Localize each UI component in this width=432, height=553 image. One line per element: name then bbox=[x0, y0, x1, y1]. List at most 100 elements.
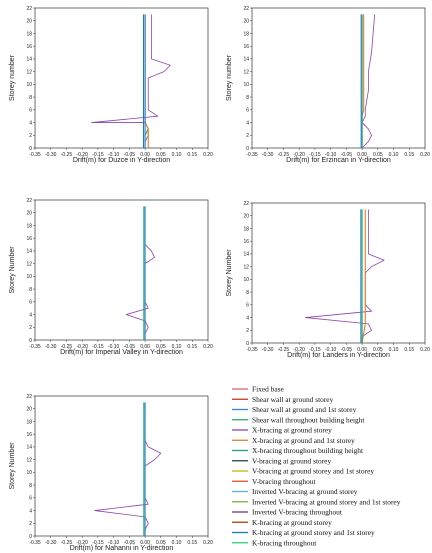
y-tick-label: 0 bbox=[246, 146, 249, 152]
x-tick-label: 0.00 bbox=[357, 347, 367, 353]
x-tick-label: -0.25 bbox=[61, 540, 73, 546]
x-tick-label: 0.00 bbox=[357, 152, 367, 158]
y-tick-label: 14 bbox=[243, 57, 249, 63]
y-tick-label: 2 bbox=[246, 133, 249, 139]
x-axis-title: Drift(m) for Imperial Valley in Y-direct… bbox=[60, 349, 183, 356]
y-tick-label: 12 bbox=[26, 261, 32, 267]
series-line-1 bbox=[361, 14, 376, 149]
y-tick-label: 10 bbox=[26, 82, 32, 88]
plot-frame bbox=[251, 202, 426, 344]
y-tick-label: 2 bbox=[29, 133, 32, 139]
legend-label: Fixed base bbox=[252, 385, 285, 394]
chart-3: -0.35 -0.30 -0.25 -0.20 -0.15 -0.10 -0.05 0.00 0… bbox=[9, 198, 213, 356]
x-tick-label: -0.25 bbox=[278, 347, 290, 353]
legend-label: K-bracing throughout bbox=[252, 538, 317, 547]
x-tick-label: -0.05 bbox=[341, 152, 353, 158]
x-tick-label: 0.10 bbox=[389, 347, 399, 353]
plot-frame bbox=[251, 7, 426, 149]
chart-2: -0.35 -0.30 -0.25 -0.20 -0.15 -0.10 -0.05 0.00 0… bbox=[226, 6, 430, 164]
y-tick-label: 12 bbox=[26, 457, 32, 463]
y-tick-label: 10 bbox=[26, 274, 32, 280]
legend-label: X-bracing throughout building height bbox=[252, 446, 364, 455]
x-axis-title: Drift(m) for Duzce in Y-direction bbox=[73, 157, 170, 164]
legend-label: K-bracing at ground storey and 1st store… bbox=[252, 528, 375, 537]
y-axis-title: Storey Number bbox=[226, 249, 233, 297]
x-tick-label: 0.10 bbox=[172, 152, 182, 158]
x-tick-label: 0.10 bbox=[389, 152, 399, 158]
x-tick-label: 0.05 bbox=[156, 344, 166, 350]
x-tick-label: -0.30 bbox=[262, 347, 274, 353]
y-tick-label: 16 bbox=[243, 239, 249, 245]
y-tick-label: 8 bbox=[246, 290, 249, 296]
legend-label: V-bracing at ground storey bbox=[252, 456, 331, 465]
y-tick-label: 6 bbox=[246, 108, 249, 114]
y-tick-label: 16 bbox=[243, 44, 249, 50]
legend-label: Shear wall at ground storey bbox=[252, 395, 334, 404]
x-tick-label: 0.20 bbox=[203, 344, 213, 350]
x-tick-label: 0.00 bbox=[140, 540, 150, 546]
y-tick-label: 0 bbox=[29, 146, 32, 152]
y-tick-label: 22 bbox=[26, 6, 32, 12]
y-axis-title: Storey number bbox=[226, 54, 233, 101]
series-line-1 bbox=[125, 206, 155, 340]
y-tick-label: 22 bbox=[243, 201, 249, 207]
x-tick-label: -0.15 bbox=[92, 152, 104, 158]
y-tick-label: 8 bbox=[246, 95, 249, 101]
y-tick-label: 12 bbox=[243, 264, 249, 270]
x-tick-label: -0.35 bbox=[246, 347, 258, 353]
x-tick-label: -0.15 bbox=[92, 540, 104, 546]
y-tick-label: 10 bbox=[243, 82, 249, 88]
x-tick-label: -0.25 bbox=[61, 152, 73, 158]
x-tick-label: 0.20 bbox=[420, 152, 430, 158]
x-tick-label: -0.15 bbox=[309, 347, 321, 353]
y-tick-label: 18 bbox=[26, 419, 32, 425]
legend-label: Shear wall at ground and 1st storey bbox=[252, 405, 357, 414]
y-tick-label: 6 bbox=[29, 300, 32, 306]
y-tick-label: 4 bbox=[29, 120, 32, 126]
y-tick-label: 2 bbox=[29, 521, 32, 527]
x-tick-label: 0.20 bbox=[203, 540, 213, 546]
series-line-1 bbox=[94, 402, 162, 536]
y-tick-label: 14 bbox=[26, 445, 32, 451]
legend-label: X-bracing at ground and 1st storey bbox=[252, 436, 355, 445]
y-tick-label: 12 bbox=[26, 69, 32, 75]
x-tick-label: 0.05 bbox=[373, 347, 383, 353]
x-tick-label: -0.10 bbox=[325, 152, 337, 158]
x-tick-label: -0.20 bbox=[293, 152, 305, 158]
x-tick-label: -0.10 bbox=[108, 152, 120, 158]
y-tick-label: 8 bbox=[29, 95, 32, 101]
x-tick-label: 0.10 bbox=[172, 540, 182, 546]
y-tick-label: 2 bbox=[246, 328, 249, 334]
y-tick-label: 20 bbox=[243, 19, 249, 25]
x-tick-label: -0.30 bbox=[45, 344, 57, 350]
y-tick-label: 18 bbox=[243, 31, 249, 37]
x-tick-label: -0.25 bbox=[278, 152, 290, 158]
y-axis-title: Storey number bbox=[9, 54, 16, 101]
y-tick-label: 8 bbox=[29, 483, 32, 489]
x-tick-label: 0.20 bbox=[420, 347, 430, 353]
legend-label: Inverted V-bracing at ground storey bbox=[252, 487, 358, 496]
x-tick-label: -0.15 bbox=[309, 152, 321, 158]
x-tick-label: -0.10 bbox=[108, 344, 120, 350]
y-tick-label: 12 bbox=[243, 69, 249, 75]
y-tick-label: 0 bbox=[246, 341, 249, 347]
y-tick-label: 16 bbox=[26, 236, 32, 242]
x-tick-label: 0.15 bbox=[404, 152, 414, 158]
y-tick-label: 8 bbox=[29, 287, 32, 293]
legend-label: Shear wall throughout building height bbox=[252, 415, 365, 424]
y-tick-label: 2 bbox=[29, 325, 32, 331]
y-tick-label: 6 bbox=[29, 496, 32, 502]
x-axis-title: Drift(m) for Landers in Y-direction bbox=[287, 352, 390, 359]
x-tick-label: -0.05 bbox=[341, 347, 353, 353]
legend-label: Inverted V-bracing throughout bbox=[252, 508, 343, 517]
y-tick-label: 4 bbox=[29, 312, 32, 318]
x-tick-label: -0.20 bbox=[76, 540, 88, 546]
y-tick-label: 14 bbox=[243, 252, 249, 258]
x-tick-label: -0.05 bbox=[124, 152, 136, 158]
legend-label: V-bracing throughout bbox=[252, 477, 317, 486]
legend-label: Inverted V-bracing at ground storey and … bbox=[252, 497, 401, 506]
chart-5: -0.35 -0.30 -0.25 -0.20 -0.15 -0.10 -0.05 0.00 0… bbox=[9, 394, 213, 552]
x-tick-label: 0.05 bbox=[156, 152, 166, 158]
